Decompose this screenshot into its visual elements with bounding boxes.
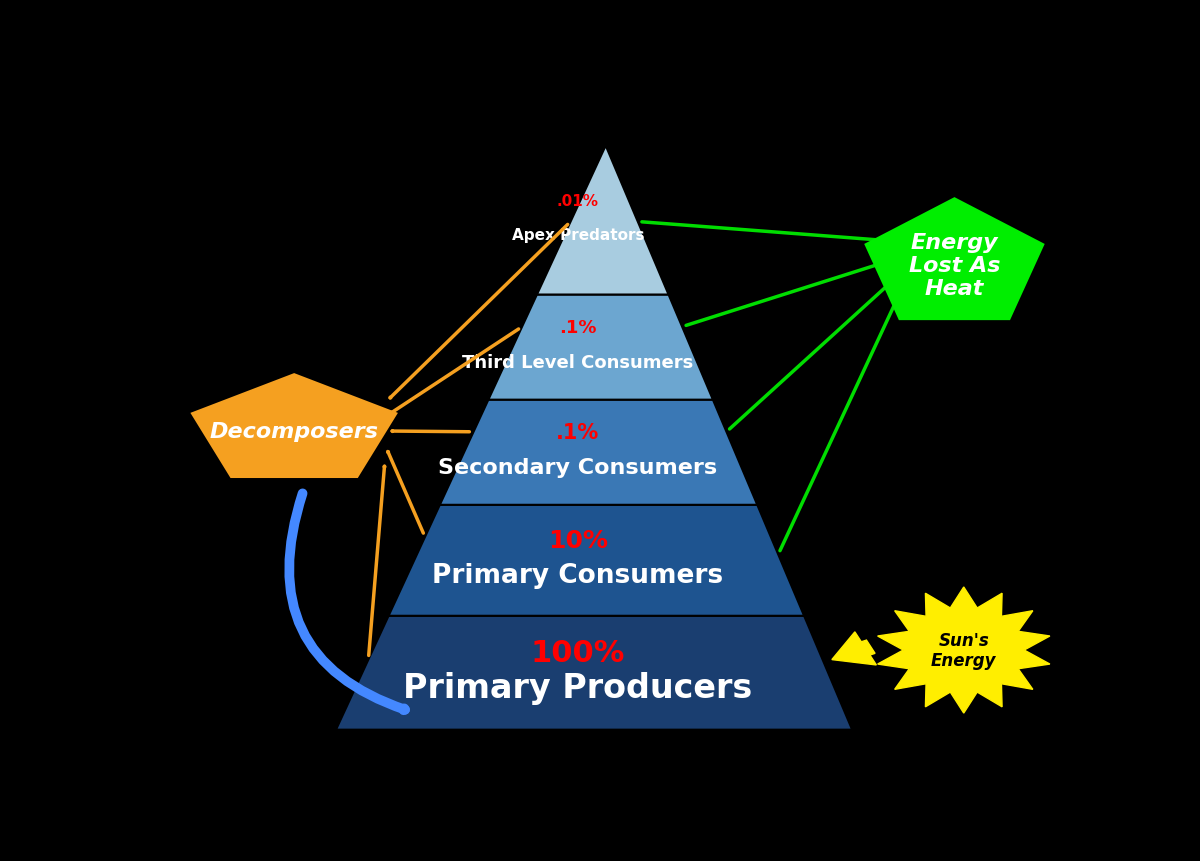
Text: Third Level Consumers: Third Level Consumers	[462, 353, 694, 371]
FancyArrowPatch shape	[642, 223, 896, 242]
Text: .1%: .1%	[556, 423, 600, 443]
Text: .01%: .01%	[557, 194, 599, 208]
FancyArrowPatch shape	[730, 276, 898, 430]
Text: Primary Consumers: Primary Consumers	[432, 562, 724, 588]
Text: Decomposers: Decomposers	[210, 422, 379, 442]
Polygon shape	[336, 616, 852, 730]
FancyArrow shape	[832, 632, 876, 666]
FancyArrowPatch shape	[391, 330, 518, 413]
Text: Apex Predators: Apex Predators	[511, 228, 644, 243]
Polygon shape	[192, 375, 396, 477]
Text: Primary Producers: Primary Producers	[403, 671, 752, 704]
Polygon shape	[877, 587, 1050, 713]
FancyArrowPatch shape	[780, 293, 900, 551]
FancyArrowPatch shape	[390, 226, 568, 399]
FancyArrowPatch shape	[388, 452, 424, 534]
FancyArrowPatch shape	[392, 431, 469, 432]
Polygon shape	[440, 400, 757, 505]
Text: 100%: 100%	[530, 639, 625, 667]
Polygon shape	[488, 295, 713, 400]
Polygon shape	[866, 200, 1043, 319]
Text: Energy
Lost As
Heat: Energy Lost As Heat	[908, 232, 1001, 299]
Text: Sun's
Energy: Sun's Energy	[931, 631, 996, 670]
Circle shape	[906, 610, 1021, 691]
Polygon shape	[536, 146, 668, 295]
FancyArrowPatch shape	[368, 467, 385, 656]
Text: 10%: 10%	[547, 529, 607, 553]
Text: Secondary Consumers: Secondary Consumers	[438, 457, 718, 477]
Polygon shape	[389, 505, 804, 616]
FancyArrowPatch shape	[289, 494, 406, 710]
FancyArrowPatch shape	[686, 259, 896, 326]
Text: .1%: .1%	[559, 319, 596, 337]
